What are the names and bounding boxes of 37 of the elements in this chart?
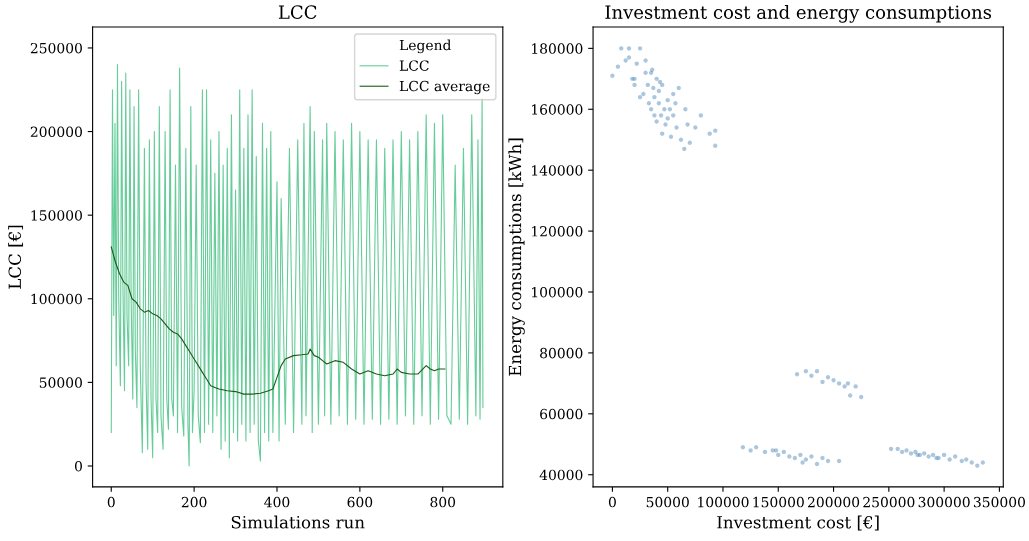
- x-axis-title: Simulations run: [231, 515, 365, 529]
- y-tick-label: 140000: [532, 165, 583, 176]
- y-tick-label: 50000: [39, 377, 82, 388]
- x-tick-label: 200: [181, 496, 207, 508]
- x-tick-label: 600: [347, 496, 373, 508]
- x-tick-label: 100000: [698, 496, 749, 508]
- y-tick-label: 200000: [30, 126, 82, 138]
- x-tick-label: 300000: [918, 496, 970, 508]
- y-tick-label: 0: [74, 460, 82, 472]
- y-tick-label: 120000: [532, 226, 583, 237]
- legend-label: LCC: [399, 60, 429, 71]
- chart-title: Investment cost and energy consumptions: [605, 5, 992, 23]
- y-axis-title: LCC [€]: [8, 225, 24, 289]
- y-tick-label: 250000: [30, 42, 82, 54]
- chart-title: LCC: [278, 5, 317, 19]
- legend-label: LCC average: [399, 80, 490, 95]
- y-tick-label: 80000: [540, 347, 583, 359]
- y-tick-label: 150000: [31, 210, 82, 221]
- x-axis-title: Investment cost [€]: [717, 515, 879, 531]
- x-tick-label: 800: [430, 496, 456, 508]
- x-tick-label: 0: [107, 496, 115, 508]
- x-tick-label: 250000: [863, 496, 915, 508]
- x-tick-label: 0: [608, 496, 616, 508]
- y-tick-label: 60000: [540, 408, 583, 420]
- x-tick-label: 150000: [753, 496, 804, 508]
- x-tick-label: 350000: [973, 496, 1025, 508]
- y-tick-label: 160000: [532, 104, 583, 115]
- x-tick-label: 200000: [807, 496, 860, 508]
- line-series: [110, 246, 446, 395]
- x-tick-label: 50000: [646, 496, 689, 508]
- y-tick-label: 100000: [532, 286, 583, 298]
- y-tick-label: 40000: [539, 469, 583, 481]
- legend-title: Legend: [399, 39, 452, 54]
- y-tick-label: 180000: [532, 43, 583, 54]
- x-tick-label: 400: [264, 496, 290, 508]
- y-tick-label: 100000: [31, 293, 82, 305]
- y-axis-title: Energy consumptions [kWh]: [508, 138, 525, 376]
